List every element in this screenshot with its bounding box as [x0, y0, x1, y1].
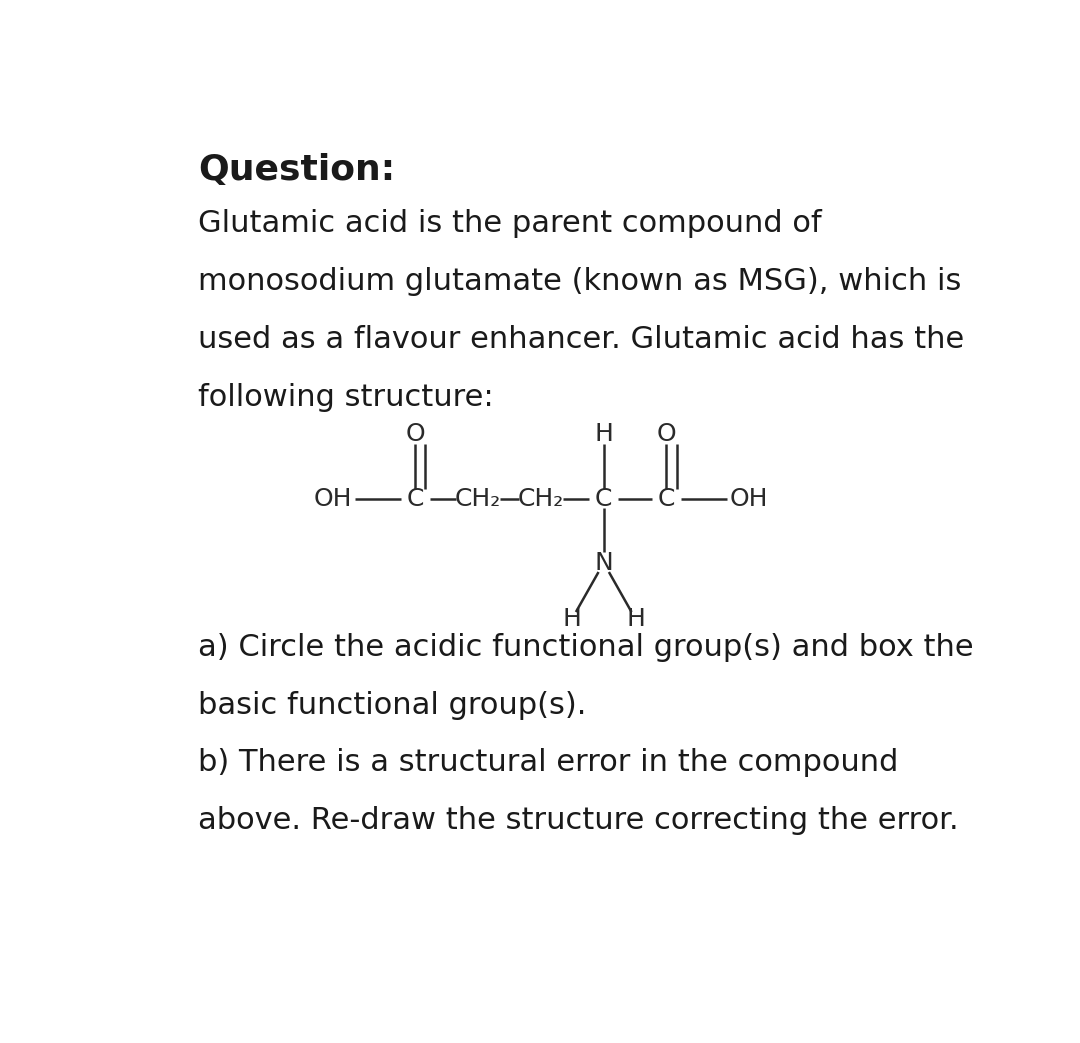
Text: N: N [594, 551, 613, 575]
Text: O: O [406, 422, 426, 446]
Text: basic functional group(s).: basic functional group(s). [198, 690, 586, 720]
Text: CH₂: CH₂ [517, 487, 564, 511]
Text: OH: OH [729, 487, 768, 511]
Text: b) There is a structural error in the compound: b) There is a structural error in the co… [198, 749, 899, 777]
Text: monosodium glutamate (known as MSG), which is: monosodium glutamate (known as MSG), whi… [198, 267, 961, 296]
Text: Question:: Question: [198, 153, 395, 188]
Text: a) Circle the acidic functional group(s) and box the: a) Circle the acidic functional group(s)… [198, 633, 973, 661]
Text: used as a flavour enhancer. Glutamic acid has the: used as a flavour enhancer. Glutamic aci… [198, 325, 964, 355]
Text: C: C [407, 487, 424, 511]
Text: H: H [626, 607, 645, 631]
Text: Glutamic acid is the parent compound of: Glutamic acid is the parent compound of [198, 210, 822, 239]
Text: OH: OH [314, 487, 352, 511]
Text: H: H [594, 422, 613, 446]
Text: CH₂: CH₂ [455, 487, 501, 511]
Text: C: C [658, 487, 675, 511]
Text: above. Re-draw the structure correcting the error.: above. Re-draw the structure correcting … [198, 806, 958, 835]
Text: C: C [595, 487, 612, 511]
Text: H: H [563, 607, 581, 631]
Text: following structure:: following structure: [198, 383, 494, 412]
Text: O: O [657, 422, 676, 446]
